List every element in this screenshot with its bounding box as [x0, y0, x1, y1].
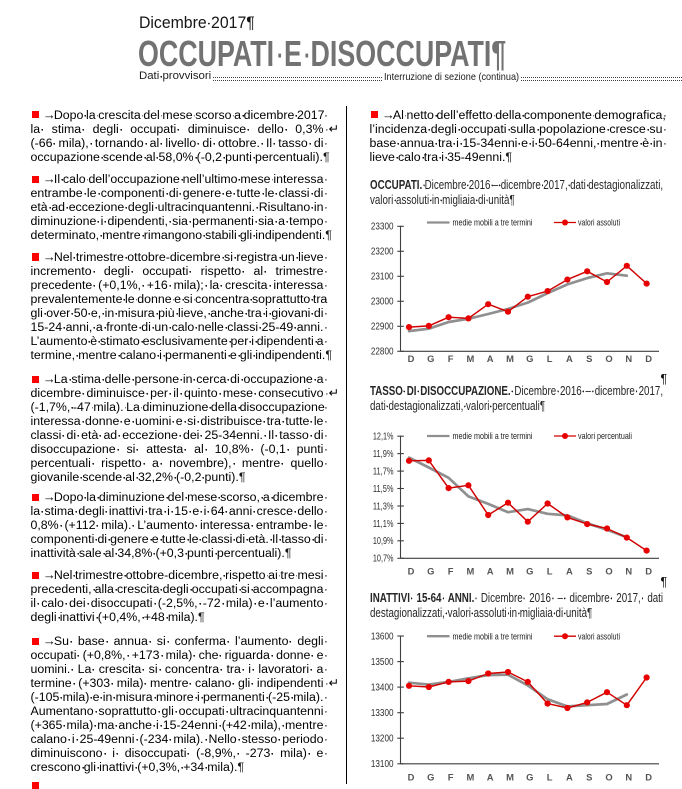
svg-text:valori assoluti: valori assoluti: [578, 631, 620, 642]
svg-text:A: A: [487, 772, 494, 783]
svg-text:11,3%: 11,3%: [373, 501, 394, 512]
svg-text:A: A: [566, 772, 573, 783]
svg-text:O: O: [605, 353, 612, 364]
svg-text:23300: 23300: [371, 222, 394, 233]
svg-text:D: D: [645, 565, 652, 576]
svg-text:11,9%: 11,9%: [373, 449, 394, 460]
svg-text:G: G: [427, 565, 434, 576]
svg-text:13100: 13100: [371, 759, 394, 770]
svg-text:12,1%: 12,1%: [373, 432, 394, 443]
svg-text:medie mobili a tre termini: medie mobili a tre termini: [453, 218, 533, 229]
svg-text:13600: 13600: [371, 631, 394, 642]
svg-text:F: F: [448, 772, 454, 783]
svg-text:N: N: [625, 772, 632, 783]
svg-text:M: M: [506, 353, 514, 364]
svg-text:O: O: [605, 565, 612, 576]
svg-text:M: M: [466, 353, 474, 364]
svg-text:A: A: [566, 353, 573, 364]
svg-text:G: G: [427, 772, 434, 783]
svg-text:A: A: [566, 565, 573, 576]
svg-text:A: A: [487, 565, 494, 576]
svg-text:M: M: [506, 772, 514, 783]
svg-text:G: G: [526, 353, 533, 364]
svg-text:D: D: [408, 772, 415, 783]
svg-text:valori percentuali: valori percentuali: [578, 431, 632, 442]
svg-text:L: L: [547, 772, 553, 783]
svg-text:M: M: [506, 565, 514, 576]
svg-text:13500: 13500: [371, 657, 394, 668]
svg-text:M: M: [466, 772, 474, 783]
svg-text:11,5%: 11,5%: [373, 484, 394, 495]
svg-text:S: S: [586, 565, 592, 576]
svg-text:D: D: [645, 353, 652, 364]
svg-text:11,1%: 11,1%: [373, 519, 394, 530]
svg-text:valori assoluti: valori assoluti: [578, 218, 620, 229]
svg-text:medie mobili a tre termini: medie mobili a tre termini: [453, 431, 533, 442]
svg-text:G: G: [526, 772, 533, 783]
svg-text:23200: 23200: [371, 247, 394, 258]
svg-text:13300: 13300: [371, 708, 394, 719]
svg-text:S: S: [586, 772, 592, 783]
svg-text:O: O: [605, 772, 612, 783]
svg-text:G: G: [427, 353, 434, 364]
svg-text:D: D: [645, 772, 652, 783]
svg-text:23000: 23000: [371, 297, 394, 308]
svg-text:G: G: [526, 565, 533, 576]
svg-text:10,7%: 10,7%: [373, 554, 394, 565]
svg-text:22800: 22800: [371, 347, 394, 358]
svg-text:N: N: [625, 353, 632, 364]
svg-text:23100: 23100: [371, 272, 394, 283]
svg-text:D: D: [408, 565, 415, 576]
svg-text:L: L: [547, 353, 553, 364]
svg-text:A: A: [487, 353, 494, 364]
svg-text:10,9%: 10,9%: [373, 536, 394, 547]
svg-text:M: M: [466, 565, 474, 576]
svg-text:F: F: [448, 353, 454, 364]
svg-text:13400: 13400: [371, 683, 394, 694]
svg-text:11,7%: 11,7%: [373, 467, 394, 478]
svg-text:S: S: [586, 353, 592, 364]
svg-text:N: N: [625, 565, 632, 576]
svg-text:medie mobili a tre termini: medie mobili a tre termini: [453, 631, 533, 642]
svg-text:L: L: [547, 565, 553, 576]
svg-text:D: D: [408, 353, 415, 364]
svg-text:F: F: [448, 565, 454, 576]
svg-text:13200: 13200: [371, 734, 394, 745]
svg-text:22900: 22900: [371, 322, 394, 333]
